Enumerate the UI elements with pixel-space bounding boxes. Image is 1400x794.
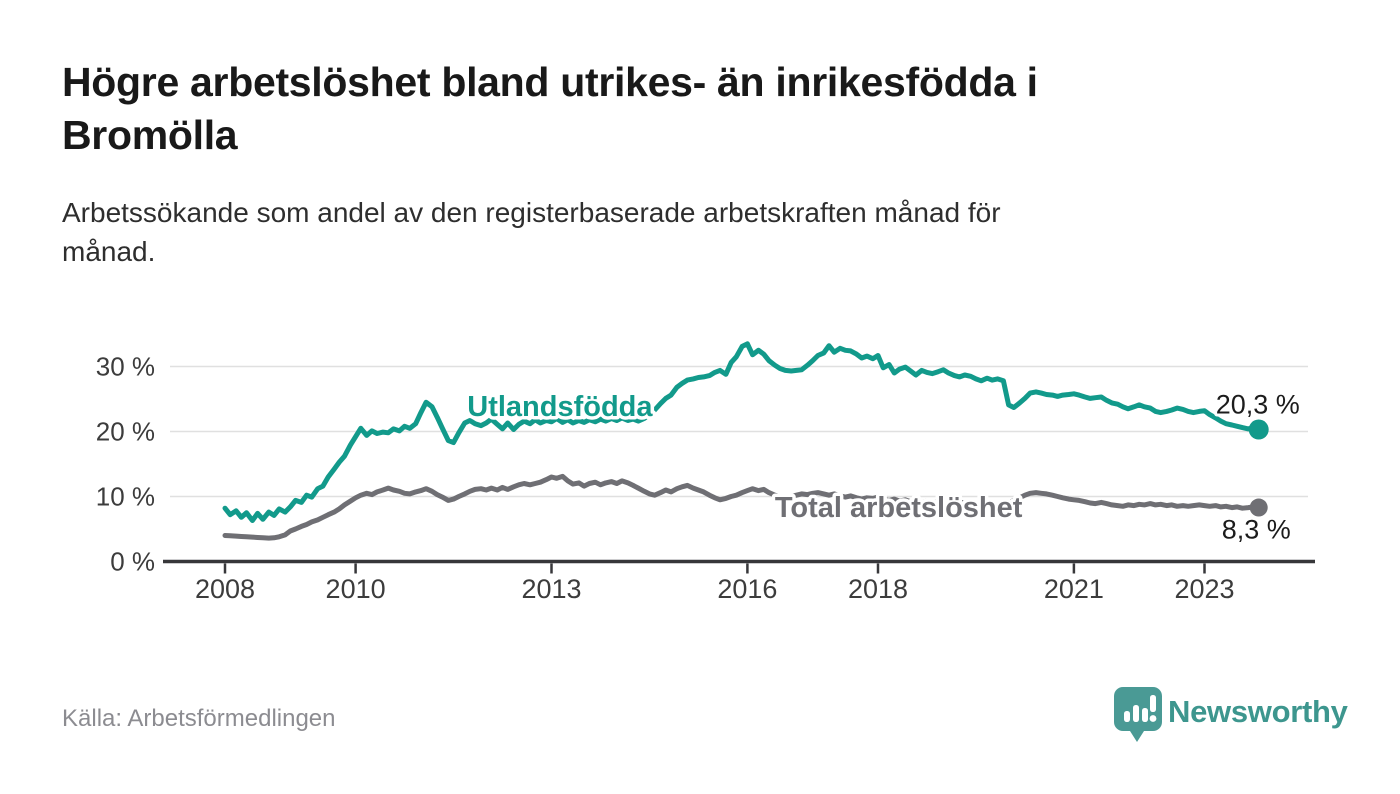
y-axis-tick-label: 20 % (96, 417, 155, 447)
series-end-dot-total (1249, 498, 1268, 517)
title-line-2: Bromölla (62, 112, 238, 159)
brand-name: Newsworthy (1168, 694, 1348, 729)
series-label-total: Total arbetslöshet (775, 492, 1023, 524)
title-line-1: Högre arbetslöshet bland utrikes- än inr… (62, 59, 1038, 105)
newsworthy-brand: Newsworthy (1113, 686, 1353, 748)
subtitle-line-1: Arbetssökande som andel av den registerb… (62, 197, 1001, 228)
series-end-value-total: 8,3 % (1222, 515, 1291, 545)
series-label-utlandsfodda: Utlandsfödda (467, 391, 653, 423)
y-axis-tick-label: 10 % (96, 482, 155, 512)
x-axis-tick-label: 2016 (717, 574, 777, 604)
x-axis-tick-label: 2008 (195, 574, 255, 604)
x-axis-tick-label: 2023 (1174, 574, 1234, 604)
series-line-utlandsfodda (222, 341, 1262, 523)
x-axis-tick-label: 2021 (1044, 574, 1104, 604)
x-axis-tick-label: 2013 (521, 574, 581, 604)
newsworthy-speech-bubble-bar-chart-icon (1114, 687, 1162, 742)
y-axis-tick-label: 30 % (96, 352, 155, 382)
x-axis-tick-label: 2010 (326, 574, 386, 604)
y-axis-tick-label: 0 % (110, 547, 155, 577)
source-attribution: Källa: Arbetsförmedlingen (62, 705, 336, 732)
page-subtitle: Arbetssökande som andel av den registerb… (62, 194, 1302, 271)
series-end-dot-utlandsfodda (1248, 419, 1269, 440)
series-end-value-utlandsfodda: 20,3 % (1216, 390, 1300, 420)
page-title: Högre arbetslöshet bland utrikes- än inr… (62, 56, 1362, 163)
subtitle-line-2: månad. (62, 235, 156, 267)
x-axis-tick-label: 2018 (848, 574, 908, 604)
series-line-total (222, 473, 1262, 541)
